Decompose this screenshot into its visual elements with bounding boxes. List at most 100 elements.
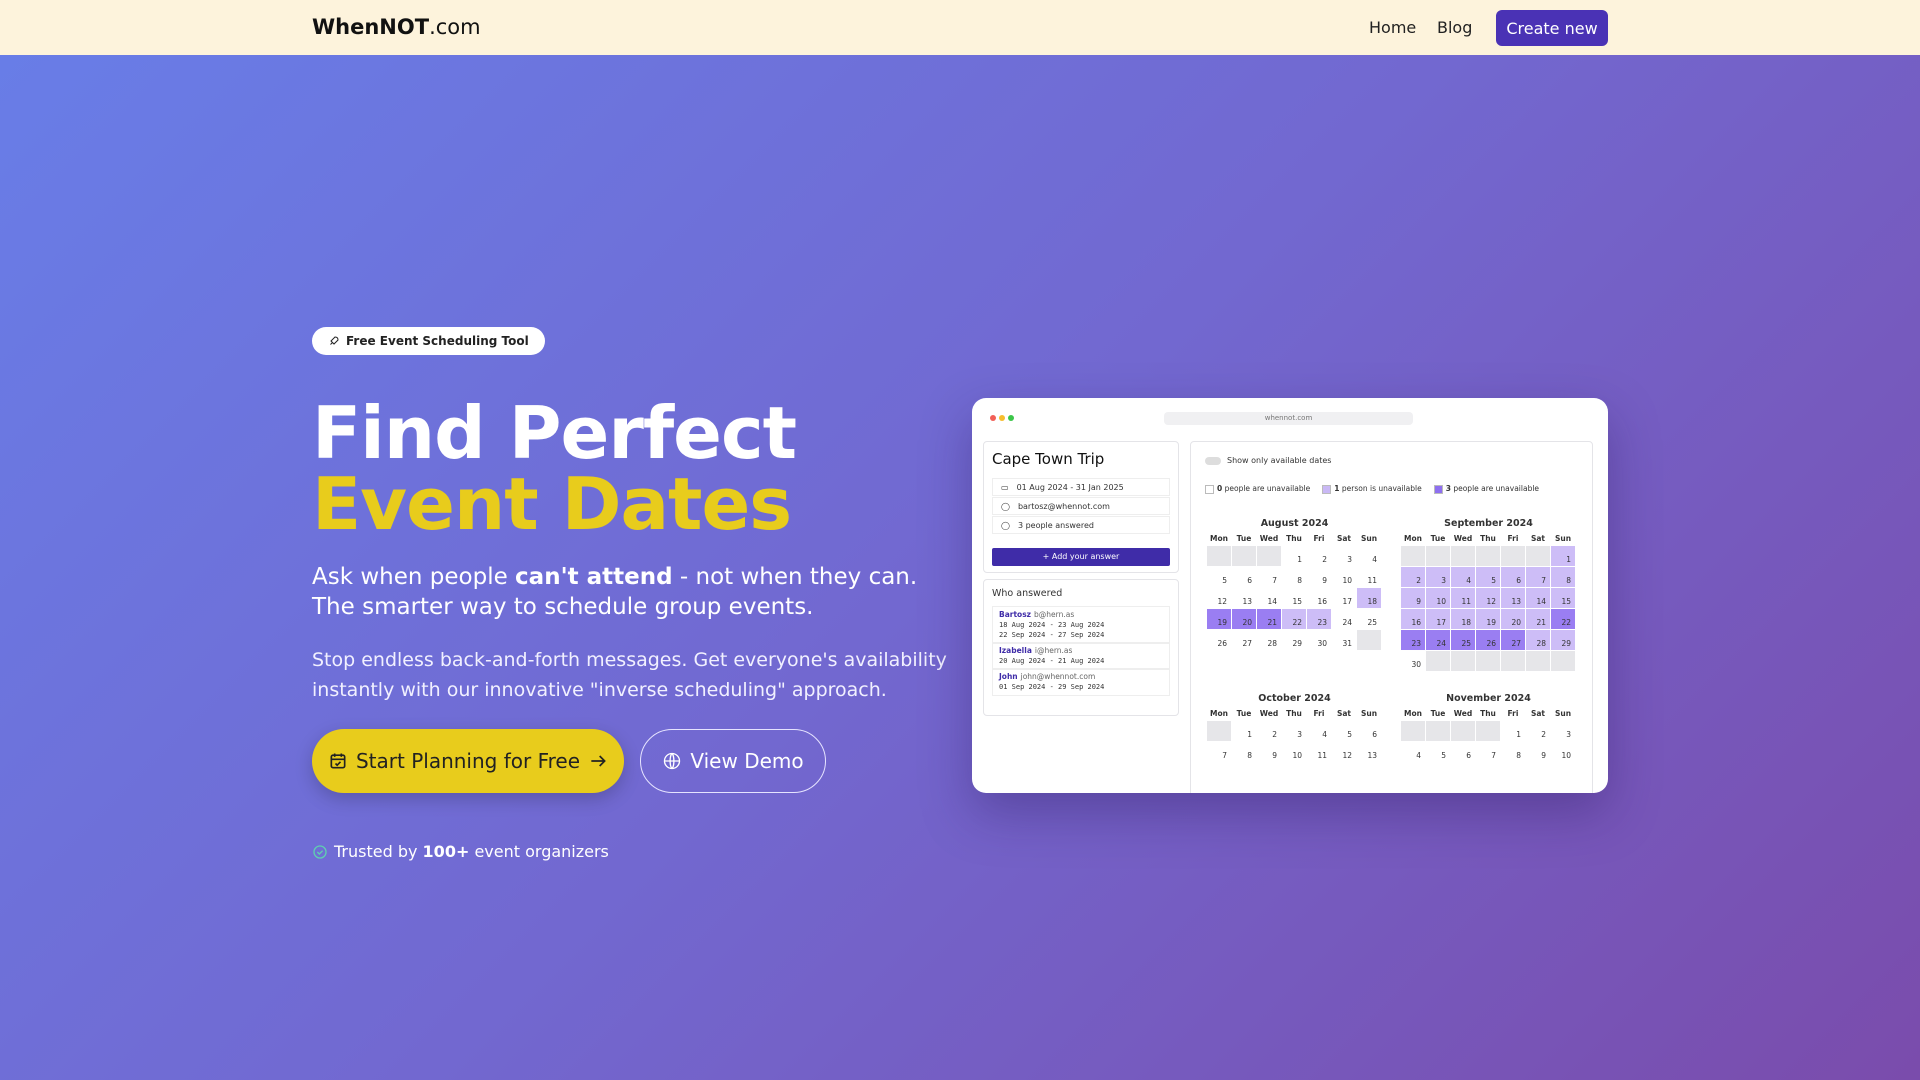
weekday: Sat (1336, 534, 1352, 543)
day-cell: 2 (1526, 721, 1550, 741)
logo[interactable]: WhenNOT.com (312, 15, 481, 39)
answer-email: john@whennot.com (1020, 672, 1096, 681)
answer-name: Izabella (999, 646, 1032, 655)
day-cell: 13 (1232, 588, 1256, 608)
button-text: View Demo (690, 749, 804, 773)
event-panel: Cape Town Trip ▭ 01 Aug 2024 - 31 Jan 202… (983, 441, 1179, 573)
subtitle: Ask when people can't attend - not when … (312, 562, 1012, 622)
weekday: Fri (1507, 534, 1519, 543)
day-cell: 12 (1476, 588, 1500, 608)
day-cell: 11 (1357, 567, 1381, 587)
demo-button[interactable]: View Demo (640, 729, 826, 793)
day-cell: 1 (1501, 721, 1525, 741)
day-cell: 25 (1357, 609, 1381, 629)
answer-dates: 22 Sep 2024 - 27 Sep 2024 (999, 631, 1105, 639)
day-cell (1476, 546, 1500, 566)
day-cell: 10 (1426, 588, 1450, 608)
day-cell: 6 (1232, 567, 1256, 587)
day-cell: 23 (1307, 609, 1331, 629)
answer-dates: 01 Sep 2024 - 29 Sep 2024 (999, 683, 1105, 691)
badge: Free Event Scheduling Tool (312, 327, 545, 355)
day-cell: 8 (1551, 567, 1575, 587)
day-cell (1451, 651, 1475, 671)
text: Trusted by (334, 842, 423, 861)
day-cell (1476, 651, 1500, 671)
text: Ask when people (312, 564, 516, 590)
weekday: Thu (1286, 534, 1302, 543)
weekday: Sat (1530, 709, 1546, 718)
day-cell: 6 (1357, 721, 1381, 741)
day-cell: 6 (1501, 567, 1525, 587)
primary-button[interactable]: Start Planning for Free (312, 729, 624, 793)
day-cell: 23 (1401, 630, 1425, 650)
bold-text: 100+ (422, 842, 470, 861)
day-cell: 28 (1526, 630, 1550, 650)
add-answer-button[interactable]: + Add your answer (992, 548, 1170, 566)
globe-icon (664, 752, 681, 770)
day-cell: 27 (1501, 630, 1525, 650)
answer-name: Bartosz (999, 610, 1032, 619)
day-cell (1526, 546, 1550, 566)
legend-label: people are unavailable (1224, 484, 1311, 493)
weekday: Mon (1210, 534, 1228, 543)
day-cell: 16 (1307, 588, 1331, 608)
day-cell (1451, 721, 1475, 741)
nav-link[interactable]: Blog (1437, 18, 1473, 37)
legend-count: 3 (1445, 484, 1451, 493)
weekday: Sat (1336, 709, 1352, 718)
weekday: Mon (1210, 709, 1228, 718)
day-cell: 3 (1426, 567, 1450, 587)
answer-name: John (999, 672, 1018, 681)
event-title: Cape Town Trip (992, 450, 1105, 468)
day-cell: 5 (1332, 721, 1356, 741)
day-cell (1451, 546, 1475, 566)
day-cell (1476, 721, 1500, 741)
day-cell: 13 (1357, 742, 1381, 762)
day-cell (1501, 651, 1525, 671)
weekday: Tue (1430, 534, 1446, 543)
info-row: ◯ 3 people answered (992, 516, 1170, 534)
day-cell: 3 (1551, 721, 1575, 741)
button-text: Start Planning for Free (355, 749, 581, 773)
day-cell: 25 (1451, 630, 1475, 650)
dates: 01 Aug 2024 - 31 Jan 2025 (1016, 482, 1124, 492)
day-cell: 13 (1501, 588, 1525, 608)
day-cell: 8 (1501, 742, 1525, 762)
weekday: Tue (1430, 709, 1446, 718)
day-cell: 1 (1282, 546, 1306, 566)
day-cell (1501, 546, 1525, 566)
day-cell: 9 (1526, 742, 1550, 762)
weekday: Wed (1453, 709, 1473, 718)
bold-text: can't attend (515, 564, 673, 590)
day-cell: 30 (1307, 630, 1331, 650)
day-cell: 15 (1282, 588, 1306, 608)
day-cell: 4 (1307, 721, 1331, 741)
rocket-icon (330, 336, 339, 345)
weekday: Thu (1286, 709, 1302, 718)
filter-toggle[interactable]: Show only available dates (1205, 456, 1331, 465)
nav-link[interactable]: Home (1369, 18, 1417, 37)
weekday: Sun (1360, 534, 1378, 543)
weekday: Sat (1530, 534, 1546, 543)
url-bar: whennot.com (1164, 412, 1413, 425)
title-line: Find Perfect (312, 391, 797, 475)
day-cell: 28 (1257, 630, 1281, 650)
window-dots (990, 415, 1014, 421)
day-cell: 16 (1401, 609, 1425, 629)
logo-rest: .com (429, 15, 481, 39)
day-cell: 30 (1401, 651, 1425, 671)
day-cell: 5 (1426, 742, 1450, 762)
day-cell: 29 (1282, 630, 1306, 650)
answer-dates: 18 Aug 2024 - 23 Aug 2024 (999, 621, 1105, 629)
month-title: September 2024 (1444, 518, 1533, 529)
answer-header: Izabella i@hern.as (999, 646, 1163, 656)
day-cell: 15 (1551, 588, 1575, 608)
day-cell: 20 (1501, 609, 1525, 629)
text: The smarter way to schedule group events… (312, 594, 814, 620)
email: bartosz@whennot.com (1017, 501, 1110, 511)
create-button[interactable]: Create new (1496, 10, 1608, 46)
answer-dates: 20 Aug 2024 - 21 Aug 2024 (999, 657, 1105, 665)
day-cell: 7 (1526, 567, 1550, 587)
legend-item: 3 people are unavailable (1433, 484, 1539, 494)
weekday: Thu (1480, 709, 1496, 718)
